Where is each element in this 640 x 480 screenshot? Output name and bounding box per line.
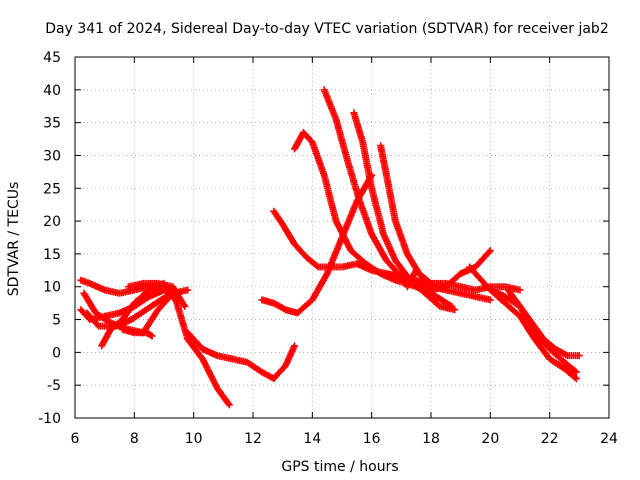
y-tick-label: 30 (43, 148, 61, 164)
series-s5 (98, 279, 168, 350)
series-marks (119, 325, 156, 340)
y-tick-labels: -10 -5 0 5 10 15 20 25 30 35 40 45 (38, 50, 61, 427)
x-tick-label: 8 (130, 431, 139, 447)
axes-layer (74, 56, 610, 419)
y-tick-label: 35 (43, 116, 61, 132)
x-tick-label: 20 (481, 431, 499, 447)
series-s16 (403, 266, 438, 291)
series-s7 (119, 325, 156, 340)
series-marks (504, 286, 583, 360)
x-tick-label: 10 (185, 431, 203, 447)
x-axis-label: GPS time / hours (281, 459, 398, 475)
x-tick-label: 6 (71, 431, 80, 447)
y-tick-label: 25 (43, 181, 61, 197)
x-tick-label: 16 (363, 431, 381, 447)
x-tick-labels: 6 8 10 12 14 16 18 20 22 24 (71, 431, 618, 447)
series-s6 (124, 279, 189, 310)
plot-frame (74, 56, 610, 419)
y-axis-label: SDTVAR / TECUs (6, 182, 22, 297)
y-tick-label: 15 (43, 247, 61, 263)
series-marks (98, 279, 168, 350)
chart-title: Day 341 of 2024, Sidereal Day-to-day VTE… (45, 21, 608, 37)
series-s19 (504, 286, 583, 360)
y-tick-label: 5 (52, 313, 61, 329)
x-tick-label: 18 (422, 431, 440, 447)
y-tick-label: 45 (43, 50, 61, 66)
series-marks (184, 329, 298, 383)
y-tick-label: 10 (43, 280, 61, 296)
series-s8 (184, 329, 298, 383)
x-tick-label: 22 (541, 431, 559, 447)
y-tick-label: -5 (47, 378, 61, 394)
y-tick-label: 0 (52, 345, 61, 361)
y-tick-label: 40 (43, 83, 61, 99)
series-marks (124, 279, 189, 310)
x-tick-label: 12 (244, 431, 262, 447)
series-marks (403, 266, 438, 291)
y-tick-label: 20 (43, 214, 61, 230)
x-tick-label: 14 (303, 431, 321, 447)
series-layer (77, 86, 583, 409)
y-tick-label: -10 (38, 411, 61, 427)
x-tick-label: 24 (600, 431, 618, 447)
